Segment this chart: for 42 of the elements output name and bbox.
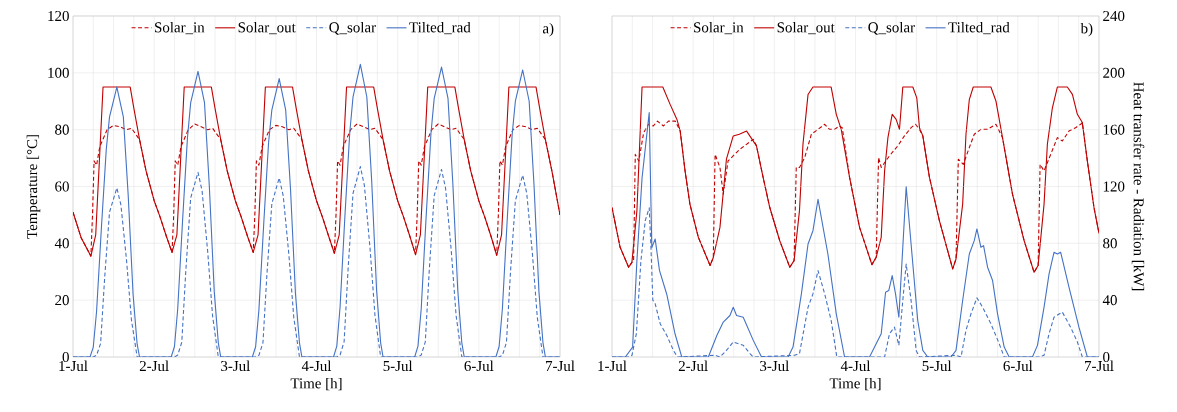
legend-label: Solar_out xyxy=(777,21,835,35)
y2-axis-title: Heat transfer rate - Radiation [kW] xyxy=(1131,82,1145,291)
annotation: a) xyxy=(542,22,554,37)
annotation: b) xyxy=(1080,22,1093,37)
y-tick-label: 80 xyxy=(55,124,69,135)
x-tick-label: 3-Jul xyxy=(221,360,250,372)
y2-tick-label: 40 xyxy=(1102,295,1117,306)
y2-tick-label: 240 xyxy=(1103,10,1125,22)
x-tick-label: 5-Jul xyxy=(383,360,413,372)
y2-tick-label: 160 xyxy=(1103,124,1125,135)
x-tick-label: 7-Jul xyxy=(546,360,575,372)
y2-tick-label: 120 xyxy=(1103,181,1125,192)
y2-tick-label: 80 xyxy=(1103,238,1117,249)
y-tick-label: 40 xyxy=(54,238,69,249)
x-tick-label: 1-Jul xyxy=(598,360,627,372)
legend-label: Q_solar xyxy=(329,21,376,35)
y-tick-label: 60 xyxy=(55,181,69,192)
x-tick-label: 5-Jul xyxy=(922,360,952,372)
x-tick-label: 6-Jul xyxy=(1003,360,1033,372)
legend-label: Tilted_rad xyxy=(948,21,1010,35)
x-tick-label: 2-Jul xyxy=(678,360,708,372)
y2-tick-label: 200 xyxy=(1103,67,1125,78)
legend-label: Q_solar xyxy=(868,21,915,35)
x-axis-title: Time [h] xyxy=(829,377,881,391)
x-tick-label: 1-Jul xyxy=(59,360,88,372)
x-tick-label: 7-Jul xyxy=(1085,360,1114,372)
legend-label: Solar_out xyxy=(238,21,296,35)
y-axis-title: Temperature [°C] xyxy=(26,135,41,239)
x-tick-label: 4-Jul xyxy=(301,360,332,372)
y-tick-label: 0 xyxy=(62,351,69,363)
x-tick-label: 3-Jul xyxy=(760,360,789,372)
y-tick-label: 20 xyxy=(55,295,69,306)
x-tick-label: 4-Jul xyxy=(840,360,871,372)
legend-label: Tilted_rad xyxy=(409,21,471,35)
y2-tick-label: 0 xyxy=(1103,351,1110,363)
y-tick-label: 100 xyxy=(48,67,69,78)
x-tick-label: 2-Jul xyxy=(139,360,169,372)
x-axis-title: Time [h] xyxy=(290,377,342,391)
y-tick-label: 120 xyxy=(48,10,69,22)
x-tick-label: 6-Jul xyxy=(464,360,494,372)
legend-label: Solar_in xyxy=(155,21,205,35)
legend-label: Solar_in xyxy=(694,21,744,35)
